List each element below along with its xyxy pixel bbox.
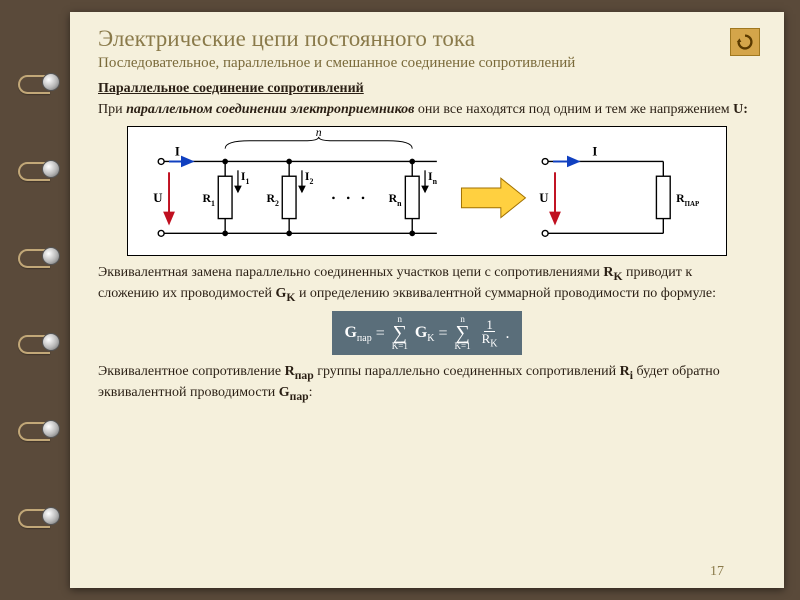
equiv-arrow-icon: [461, 178, 525, 217]
spiral-binding: [18, 0, 66, 600]
content: Параллельное соединение сопротивлений Пр…: [98, 80, 756, 405]
page-subtitle: Последовательное, параллельное и смешанн…: [98, 54, 756, 74]
svg-text:n: n: [316, 127, 322, 139]
slide-page: Электрические цепи постоянного тока Посл…: [70, 12, 784, 588]
svg-text:U: U: [153, 191, 162, 205]
formula: Gпар = n ∑ K=1 GK = n ∑ K=1 1 RK .: [332, 311, 521, 355]
svg-text:Rn: Rn: [389, 191, 403, 208]
svg-text:I: I: [175, 145, 180, 159]
svg-text:In: In: [428, 169, 438, 186]
svg-text:I2: I2: [305, 169, 314, 186]
page-title: Электрические цепи постоянного тока: [98, 26, 756, 52]
return-button[interactable]: [730, 28, 760, 56]
svg-text:U: U: [539, 191, 548, 205]
svg-text:I1: I1: [241, 169, 250, 186]
svg-text:R1: R1: [203, 191, 216, 208]
svg-text:I: I: [592, 145, 597, 159]
circuit-diagram: n I U R1 I1 R2 I2 Rn In: [127, 126, 727, 256]
paragraph-3: Эквивалентное сопротивление Rпар группы …: [98, 363, 756, 404]
section-heading: Параллельное соединение сопротивлений: [98, 81, 364, 96]
paragraph-2: Эквивалентная замена параллельно соедине…: [98, 264, 756, 305]
page-number: 17: [710, 564, 724, 580]
svg-text:R2: R2: [267, 191, 280, 208]
svg-text:RПАР: RПАР: [676, 191, 699, 208]
intro-paragraph: При параллельном соединении электроприем…: [98, 101, 756, 120]
